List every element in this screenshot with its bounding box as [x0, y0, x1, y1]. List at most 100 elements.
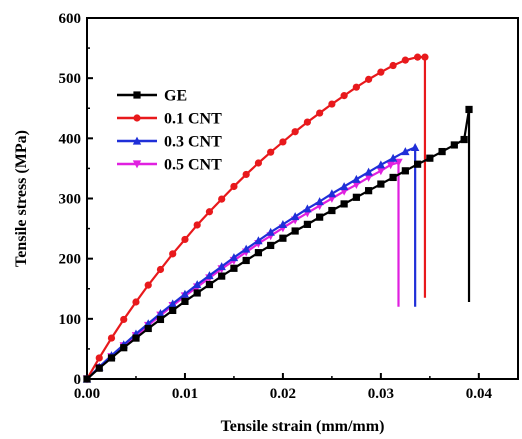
data-point-0-1-cnt: [107, 334, 116, 342]
data-point-0-3-cnt: [217, 262, 226, 271]
y-tick-label: 400: [59, 131, 82, 147]
legend-label: GE: [164, 88, 187, 105]
data-point-0-1-cnt: [95, 354, 103, 362]
data-point-0-3-cnt: [266, 227, 275, 236]
data-point-0-1-cnt: [377, 68, 385, 76]
data-point-ge: [389, 173, 397, 182]
data-point-ge: [242, 256, 250, 265]
data-point-ge: [279, 234, 287, 242]
data-point-ge: [316, 213, 324, 221]
data-point-ge: [328, 206, 336, 215]
legend-label: 0.3 CNT: [164, 134, 222, 151]
legend-item-0-5-cnt: 0.5 CNT: [117, 157, 222, 174]
data-point-0-3-cnt: [254, 236, 263, 245]
data-point-ge: [156, 315, 165, 324]
data-point-0-1-cnt: [181, 235, 189, 244]
y-tick-label: 500: [59, 71, 82, 87]
legend-item-0-3-cnt: 0.3 CNT: [117, 134, 222, 151]
data-point-ge: [95, 364, 103, 372]
legend-item-ge: GE: [117, 88, 187, 105]
data-point-0-1-cnt: [193, 221, 201, 229]
legend-marker: [132, 160, 142, 169]
data-point-ge: [120, 344, 128, 352]
data-point-0-3-cnt: [303, 204, 312, 213]
x-tick-label: 0.01: [172, 386, 198, 402]
series-0-1-cnt: [83, 53, 429, 383]
x-tick-label: 0.00: [74, 386, 100, 402]
data-point-0-3-cnt: [401, 147, 410, 156]
y-tick-label: 200: [59, 252, 82, 268]
y-tick-label: 100: [59, 312, 82, 328]
data-point-0-1-cnt: [267, 148, 275, 156]
data-point-ge: [254, 249, 263, 257]
legend-label: 0.5 CNT: [164, 157, 222, 174]
data-point-0-1-cnt: [389, 61, 397, 70]
data-point-0-3-cnt: [205, 271, 214, 280]
data-point-ge: [465, 105, 473, 114]
data-point-0-1-cnt: [218, 195, 226, 203]
data-point-ge: [218, 272, 226, 280]
data-point-0-1-cnt: [156, 265, 165, 274]
series-line-ge: [86, 108, 471, 380]
data-point-ge: [193, 289, 201, 297]
legend-item-0-1-cnt: 0.1 CNT: [117, 111, 222, 128]
data-point-0-1-cnt: [421, 53, 429, 61]
data-point-ge: [169, 306, 177, 315]
data-point-ge: [132, 334, 140, 342]
series-line-0-5-cnt: [86, 161, 400, 380]
data-point-ge: [450, 141, 458, 149]
data-point-0-1-cnt: [303, 118, 311, 126]
series-layer: [82, 53, 473, 384]
data-point-0-1-cnt: [340, 92, 348, 100]
y-tick-label: 0: [74, 372, 82, 388]
data-point-0-1-cnt: [132, 298, 140, 306]
data-point-ge: [267, 241, 275, 250]
data-point-0-1-cnt: [242, 170, 250, 179]
x-tick-label: 0.03: [368, 386, 394, 402]
data-point-ge: [377, 180, 385, 188]
data-point-0-3-cnt: [315, 197, 324, 206]
data-point-0-3-cnt: [180, 289, 190, 298]
data-point-ge: [340, 200, 348, 208]
data-point-0-1-cnt: [365, 75, 373, 83]
data-point-0-3-cnt: [192, 280, 202, 289]
legend-marker: [133, 91, 141, 99]
data-point-ge: [83, 375, 91, 383]
data-point-ge: [230, 264, 238, 272]
data-point-0-3-cnt: [290, 212, 300, 221]
series-line-0-3-cnt: [86, 146, 417, 380]
data-point-ge: [181, 297, 189, 305]
data-point-0-5-cnt: [376, 167, 386, 176]
data-point-0-1-cnt: [316, 109, 324, 117]
data-point-ge: [107, 354, 116, 362]
data-point-0-1-cnt: [352, 83, 360, 91]
data-point-ge: [413, 160, 422, 168]
data-point-0-1-cnt: [144, 281, 152, 289]
data-point-0-3-cnt: [376, 160, 386, 169]
data-point-0-1-cnt: [401, 56, 409, 64]
data-point-ge: [438, 147, 446, 156]
data-point-ge: [401, 167, 409, 175]
data-point-0-5-cnt: [386, 161, 395, 170]
data-point-ge: [365, 187, 373, 195]
data-point-0-3-cnt: [339, 182, 349, 191]
data-point-0-3-cnt: [156, 309, 165, 318]
data-point-0-1-cnt: [279, 138, 287, 146]
data-point-0-5-cnt: [364, 173, 373, 182]
x-axis-title: Tensile strain (mm/mm): [221, 418, 385, 435]
legend-label: 0.1 CNT: [164, 111, 222, 128]
data-point-0-3-cnt: [364, 167, 373, 176]
series-line-0-1-cnt: [86, 56, 427, 380]
x-tick-label: 0.02: [270, 386, 296, 402]
legend: GE 0.1 CNT 0.3 CNT 0.5 CNT: [117, 88, 222, 174]
data-point-0-5-cnt: [352, 181, 361, 190]
legend-marker: [132, 136, 142, 145]
data-point-ge: [460, 135, 468, 144]
data-point-0-1-cnt: [120, 315, 128, 324]
data-point-0-1-cnt: [328, 100, 336, 108]
data-point-0-1-cnt: [291, 128, 299, 136]
data-point-0-1-cnt: [254, 159, 263, 167]
series-0-5-cnt: [82, 158, 403, 384]
data-point-0-3-cnt: [278, 219, 288, 228]
